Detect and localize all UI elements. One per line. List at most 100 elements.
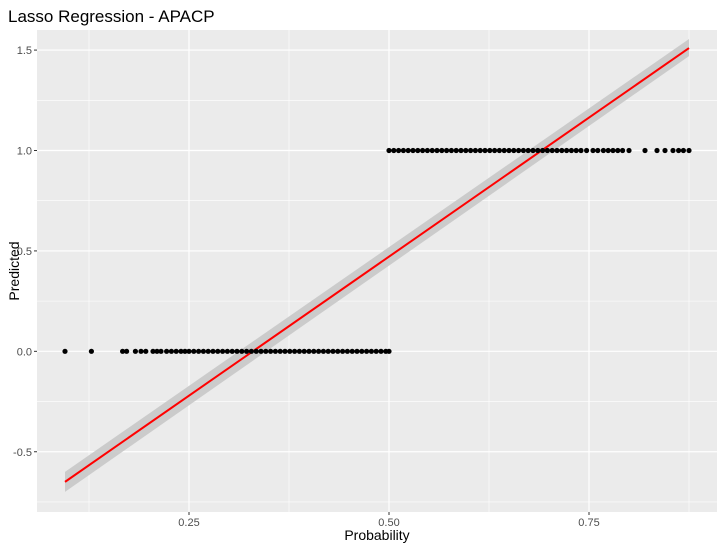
data-point xyxy=(405,147,411,154)
data-point xyxy=(220,348,226,354)
data-point xyxy=(268,348,274,354)
data-point xyxy=(686,147,692,154)
data-point xyxy=(306,348,312,354)
data-point xyxy=(642,147,648,154)
data-point xyxy=(487,147,493,154)
data-point xyxy=(124,348,130,354)
data-point xyxy=(253,348,259,354)
data-point xyxy=(386,348,392,354)
data-point xyxy=(143,348,149,354)
data-point xyxy=(173,348,179,354)
data-point xyxy=(196,348,202,354)
data-point xyxy=(530,147,536,154)
points-layer xyxy=(62,147,692,354)
data-point xyxy=(434,147,440,154)
data-point xyxy=(205,348,211,354)
data-point xyxy=(540,147,546,154)
data-point xyxy=(335,348,341,354)
data-point xyxy=(215,348,221,354)
data-point xyxy=(354,348,360,354)
data-point xyxy=(263,348,269,354)
data-point xyxy=(564,147,570,154)
data-point xyxy=(439,147,445,154)
data-point xyxy=(400,147,406,154)
chart-title: Lasso Regression - APACP xyxy=(8,7,215,26)
data-point xyxy=(191,348,197,354)
data-point xyxy=(210,348,216,354)
data-point xyxy=(590,147,596,154)
data-point xyxy=(482,147,488,154)
data-point xyxy=(535,147,541,154)
data-point xyxy=(132,348,138,354)
data-point xyxy=(349,348,355,354)
data-point xyxy=(244,348,250,354)
data-point xyxy=(311,348,317,354)
data-point xyxy=(287,348,293,354)
data-point xyxy=(234,348,240,354)
data-point xyxy=(239,348,245,354)
data-point xyxy=(492,147,498,154)
data-point xyxy=(610,147,616,154)
data-point xyxy=(584,147,590,154)
data-point xyxy=(186,348,192,354)
data-point xyxy=(458,147,464,154)
x-axis-title: Probability xyxy=(344,527,409,543)
data-point xyxy=(680,147,687,154)
y-axis-title: Predicted xyxy=(6,241,22,300)
data-point xyxy=(378,348,384,354)
y-tick-label: 1.5 xyxy=(17,45,32,57)
data-point xyxy=(410,147,416,154)
y-tick-label: 0.0 xyxy=(17,346,32,358)
data-point xyxy=(292,348,298,354)
data-point xyxy=(676,147,682,154)
data-point xyxy=(415,147,421,154)
data-point xyxy=(620,147,626,154)
y-tick-label: 1.0 xyxy=(17,146,32,158)
data-point xyxy=(600,147,607,154)
data-point xyxy=(258,348,264,354)
data-point xyxy=(654,147,660,154)
x-axis-ticks: 0.25 0.50 0.75 xyxy=(178,512,600,529)
regression-line xyxy=(64,47,690,483)
data-point xyxy=(272,348,278,354)
data-point xyxy=(330,348,336,354)
data-point xyxy=(472,147,478,154)
data-point xyxy=(453,147,459,154)
data-point xyxy=(301,348,307,354)
data-point xyxy=(200,348,206,354)
data-point xyxy=(396,147,402,154)
data-point xyxy=(391,147,397,154)
data-point xyxy=(463,147,469,154)
data-point xyxy=(229,348,235,354)
data-point xyxy=(88,348,94,354)
data-point xyxy=(525,147,531,154)
data-point xyxy=(496,147,502,154)
data-point xyxy=(168,348,174,354)
data-point xyxy=(605,147,611,154)
x-tick-label: 0.75 xyxy=(578,517,599,529)
data-point xyxy=(325,348,331,354)
x-tick-label: 0.25 xyxy=(178,517,199,529)
data-point xyxy=(154,348,160,354)
data-point xyxy=(344,348,350,354)
data-point xyxy=(364,348,370,354)
data-point xyxy=(316,348,322,354)
data-point xyxy=(368,348,374,354)
data-point xyxy=(448,147,454,154)
data-point xyxy=(516,147,522,154)
data-point xyxy=(248,348,254,354)
data-point xyxy=(626,147,632,154)
data-point xyxy=(359,348,365,354)
data-point xyxy=(62,348,68,354)
x-tick-label: 0.50 xyxy=(378,517,399,529)
regression-line-layer xyxy=(64,47,690,483)
y-tick-label: 0.5 xyxy=(17,246,32,258)
data-point xyxy=(468,147,474,154)
data-point xyxy=(386,147,392,154)
data-point xyxy=(150,348,156,354)
data-point xyxy=(120,348,126,354)
data-point xyxy=(420,147,426,154)
data-point xyxy=(662,147,668,154)
y-axis-ticks: -0.5 0.0 0.5 1.0 1.5 xyxy=(13,45,37,459)
data-point xyxy=(506,147,512,154)
